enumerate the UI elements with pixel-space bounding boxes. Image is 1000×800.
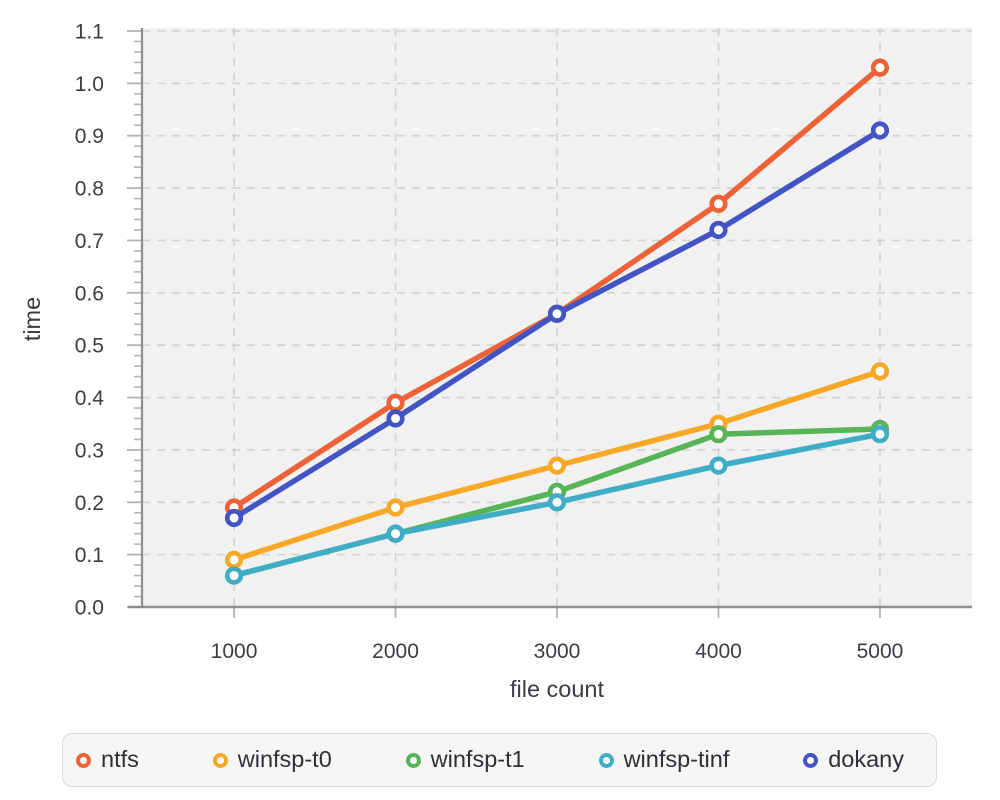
y-tick-label: 0.8 <box>75 178 104 201</box>
y-tick-label: 0.3 <box>75 439 104 462</box>
data-point-winfsp-t0-2000 <box>386 498 405 517</box>
legend-marker-icon <box>598 752 614 768</box>
x-tick-label: 5000 <box>857 640 904 663</box>
x-tick-label: 4000 <box>695 640 742 663</box>
y-tick-label: 1.0 <box>75 73 104 96</box>
data-point-dokany-2000 <box>386 409 405 428</box>
legend-label: dokany <box>828 746 904 773</box>
data-point-dokany-3000 <box>547 304 567 323</box>
data-point-winfsp-t1-4000 <box>709 425 728 444</box>
legend-item-ntfs: ntfs <box>76 748 139 772</box>
data-point-ntfs-5000 <box>870 58 890 77</box>
y-tick-label: 0.1 <box>75 544 104 567</box>
data-point-winfsp-t0-3000 <box>547 456 567 475</box>
x-axis-title: file count <box>510 676 605 702</box>
legend-marker-icon <box>803 752 819 768</box>
y-tick-label: 0.5 <box>75 335 104 358</box>
data-point-winfsp-tinf-4000 <box>709 456 728 475</box>
data-point-dokany-4000 <box>709 220 728 240</box>
y-tick-label: 0.6 <box>75 282 104 305</box>
legend-item-winfsp-tinf: winfsp-tinf <box>598 746 730 773</box>
legend-label: winfsp-t0 <box>237 746 332 773</box>
data-point-winfsp-tinf-1000 <box>224 566 244 585</box>
data-point-dokany-5000 <box>870 121 890 140</box>
data-point-winfsp-tinf-3000 <box>547 493 567 512</box>
legend-marker-icon <box>212 752 228 768</box>
data-point-winfsp-t0-1000 <box>224 550 244 569</box>
y-tick-label: 0.9 <box>75 125 104 148</box>
chart-legend: ntfs winfsp-t0 winfsp-t1 winfsp-tinf dokany <box>62 733 937 787</box>
legend-item-winfsp-t0: winfsp-t0 <box>212 746 332 773</box>
data-point-ntfs-2000 <box>386 393 405 412</box>
y-tick-label: 0.0 <box>75 597 104 620</box>
data-point-winfsp-tinf-5000 <box>870 425 890 444</box>
x-tick-label: 1000 <box>211 640 258 663</box>
legend-label: winfsp-tinf <box>623 746 730 773</box>
data-point-ntfs-4000 <box>709 194 728 213</box>
legend-marker-icon <box>405 752 421 768</box>
data-point-winfsp-t0-5000 <box>870 362 890 381</box>
legend-marker-icon <box>76 752 91 768</box>
data-point-winfsp-tinf-2000 <box>386 524 405 543</box>
x-tick-label: 2000 <box>372 640 419 663</box>
y-axis-title: time <box>19 297 45 341</box>
y-tick-label: 0.4 <box>75 387 105 410</box>
y-tick-label: 0.2 <box>75 492 104 515</box>
legend-label: winfsp-t1 <box>430 746 525 773</box>
chart-canvas: 0.0 0.1 0.2 0.3 0.4 0.5 0.6 0.7 0.8 0.9 1.0 1.1 1000… <box>19 21 972 702</box>
x-tick-label: 3000 <box>534 640 581 663</box>
legend-item-winfsp-t1: winfsp-t1 <box>405 746 525 773</box>
legend-item-dokany: dokany <box>803 748 904 772</box>
y-tick-label: 1.1 <box>75 21 104 44</box>
y-tick-label: 0.7 <box>75 230 104 253</box>
legend-label: ntfs <box>101 746 139 773</box>
data-point-dokany-1000 <box>224 508 244 528</box>
